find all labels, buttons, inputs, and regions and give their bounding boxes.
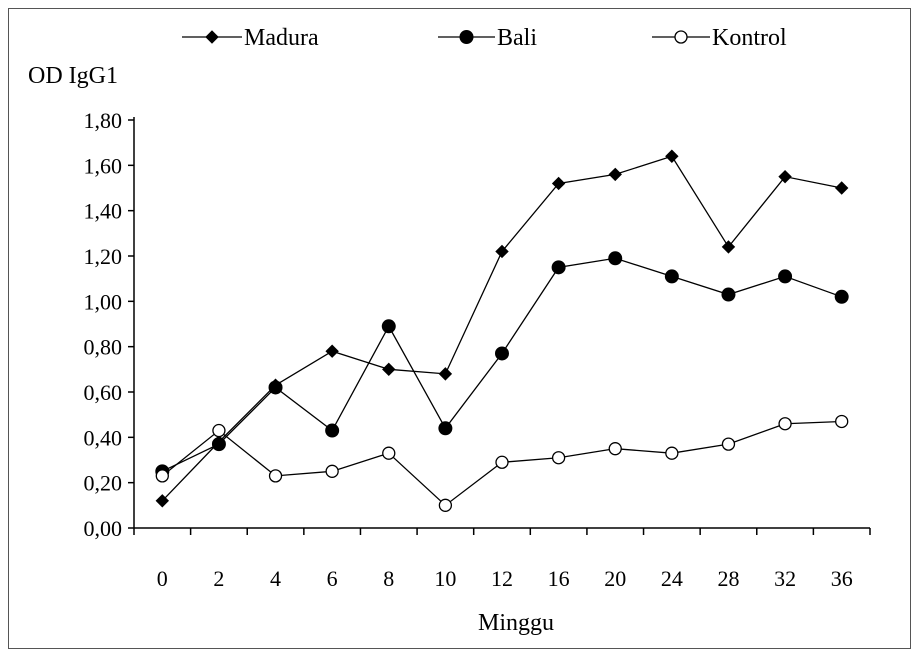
data-point-madura [721,240,736,254]
data-point-kontrol [835,414,849,429]
y-tick-label: 1,80 [84,108,123,133]
axes [128,117,871,535]
data-point-bali [381,319,396,334]
data-point-kontrol [551,451,566,465]
data-point-kontrol [438,498,453,512]
y-tick-label: 1,40 [84,199,123,224]
x-tick-label: 8 [383,566,394,591]
y-tick-label: 0,80 [84,335,123,360]
data-point-madura [834,181,849,195]
data-point-madura [551,176,566,191]
series-lines [161,155,842,507]
data-point-madura [608,167,622,182]
y-tick-label: 0,20 [84,471,123,496]
y-tick-label: 1,60 [84,153,123,178]
data-point-bali [551,260,566,275]
data-point-madura [325,344,339,358]
x-tick-label: 16 [548,566,570,591]
data-point-bali [778,269,793,284]
y-axis-label: OD IgG1 [28,63,118,89]
series-line-madura [161,155,842,502]
legend-label-kontrol: Kontrol [712,25,787,51]
data-point-bali [211,437,226,452]
legend-label-madura: Madura [244,25,319,51]
data-point-kontrol [495,455,509,469]
legend: Madura Bali Kontrol [182,25,787,51]
data-point-bali [325,423,340,438]
x-tick-label: 2 [213,566,224,591]
data-point-madura [495,244,509,259]
x-tick-label: 10 [434,566,456,591]
data-point-madura [665,149,679,163]
data-point-kontrol [268,469,283,483]
data-point-kontrol [212,423,226,438]
data-point-madura [382,362,396,377]
data-point-madura [778,169,792,184]
data-point-bali [268,380,283,395]
data-point-madura [155,494,170,508]
legend-marker-bali [459,30,474,44]
y-tick-labels: 0,00 0,20 0,40 0,60 0,80 1,00 1,20 1,40 1,60 1,80 [84,108,123,541]
data-point-bali [664,269,679,284]
y-tick-label: 0,60 [84,380,123,405]
y-tick-label: 1,00 [84,289,123,314]
x-tick-label: 20 [604,566,626,591]
x-tick-labels: 0 2 4 6 8 10 12 16 20 24 28 32 36 [157,566,853,591]
x-tick-label: 32 [774,566,796,591]
x-tick-label: 4 [270,566,281,591]
x-tick-label: 24 [661,566,683,591]
legend-marker-kontrol [674,30,688,44]
legend-label-bali: Bali [497,25,537,51]
data-point-bali [495,346,509,361]
x-tick-label: 12 [491,566,513,591]
x-tick-label: 28 [717,566,739,591]
x-tick-label: 6 [327,566,338,591]
data-point-kontrol [325,464,339,478]
x-axis-label: Minggu [478,610,554,636]
legend-marker-madura [205,30,219,44]
data-point-kontrol [608,442,622,456]
y-tick-label: 0,40 [84,425,123,450]
data-point-kontrol [778,417,792,431]
data-point-bali [608,251,623,266]
y-tick-label: 1,20 [84,244,123,269]
data-point-kontrol [665,446,679,460]
data-point-kontrol [382,446,396,460]
data-point-bali [438,421,453,436]
series-markers [155,149,849,512]
data-point-kontrol [721,437,736,451]
y-tick-label: 0,00 [84,516,123,541]
data-point-madura [438,367,453,381]
x-tick-label: 36 [831,566,853,591]
x-tick-label: 0 [157,566,168,591]
data-point-kontrol [155,469,169,483]
chart-frame [8,8,911,649]
data-point-bali [721,287,736,302]
data-point-bali [834,289,849,304]
